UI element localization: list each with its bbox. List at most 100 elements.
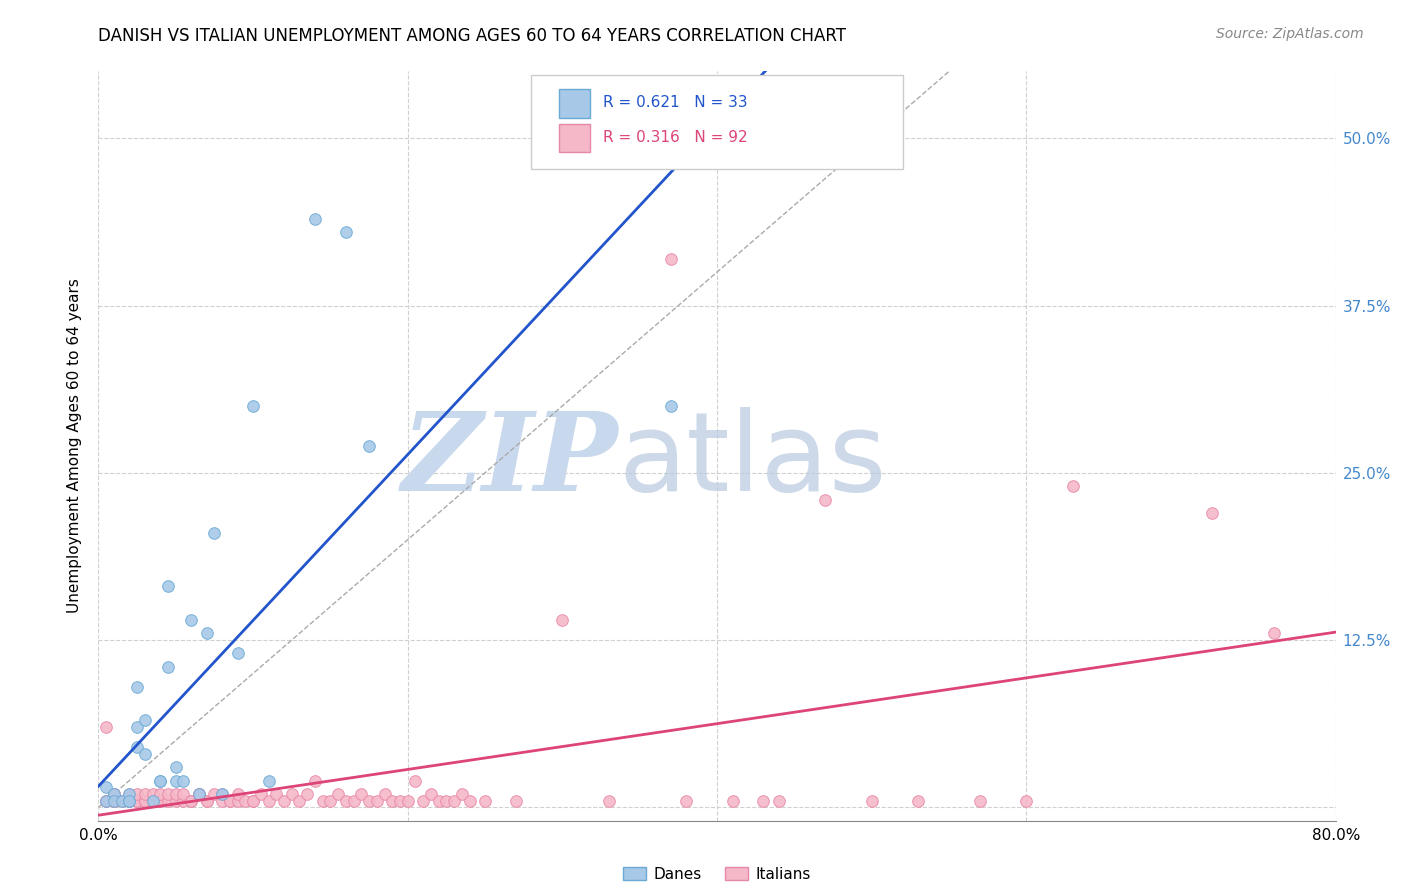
Text: ZIP: ZIP [402,408,619,515]
Point [111,794,134,808]
Point [242,794,264,808]
Point [396,794,419,808]
Point [474,794,496,808]
Point [436,794,458,808]
Point [118,787,141,801]
Point [173,794,195,808]
Point [226,646,249,660]
Point [180,794,202,808]
Point [149,787,172,801]
Point [505,794,527,808]
Point [195,626,218,640]
Text: atlas: atlas [619,408,887,515]
Point [326,787,350,801]
Point [659,252,682,266]
Point [343,794,366,808]
Text: R = 0.621   N = 33: R = 0.621 N = 33 [603,95,748,111]
Point [127,794,149,808]
Point [226,787,249,801]
Point [149,794,172,808]
Point [907,794,929,808]
Point [219,794,242,808]
Point [157,660,180,674]
Point [118,794,141,808]
Point [412,794,434,808]
Point [96,720,118,734]
Point [157,787,180,801]
Point [969,794,991,808]
Point [659,399,682,413]
Point [142,794,165,808]
Y-axis label: Unemployment Among Ages 60 to 64 years: Unemployment Among Ages 60 to 64 years [67,278,83,614]
Point [443,794,465,808]
Point [165,773,187,788]
Point [127,787,149,801]
Point [127,680,149,694]
Point [118,794,141,808]
FancyBboxPatch shape [531,75,903,169]
Point [96,794,118,808]
Point [165,794,187,808]
Point [219,794,242,808]
Point [427,794,450,808]
Point [103,787,125,801]
Point [118,794,141,808]
Point [180,794,202,808]
Point [195,794,218,808]
Point [1201,506,1223,520]
Point [204,787,226,801]
Point [134,794,156,808]
Point [419,787,441,801]
Point [304,211,326,226]
Point [134,787,156,801]
Point [450,787,472,801]
Point [134,714,156,728]
Point [814,492,837,507]
Point [165,760,187,774]
Point [103,787,125,801]
Point [111,794,134,808]
Point [357,439,380,453]
Point [374,787,396,801]
Point [96,780,118,795]
Point [173,787,195,801]
Text: Source: ZipAtlas.com: Source: ZipAtlas.com [1216,27,1364,41]
Point [319,794,342,808]
Point [103,794,125,808]
Point [96,794,118,808]
Point [381,794,404,808]
Point [188,787,211,801]
Point [598,794,620,808]
Point [103,794,125,808]
Point [242,794,264,808]
Point [288,794,311,808]
Point [149,773,172,788]
Point [335,794,357,808]
Point [304,773,326,788]
Legend: Danes, Italians: Danes, Italians [617,861,817,888]
Point [127,720,149,734]
Point [211,794,233,808]
Point [1015,794,1038,808]
Point [180,613,202,627]
Point [96,794,118,808]
Point [242,399,264,413]
Point [134,794,156,808]
Point [235,794,257,808]
Point [273,794,295,808]
Point [388,794,412,808]
Point [103,794,125,808]
Point [257,794,280,808]
Point [118,794,141,808]
Point [405,773,427,788]
Point [1062,479,1084,493]
Point [149,773,172,788]
Point [127,740,149,755]
FancyBboxPatch shape [558,124,589,153]
Point [335,225,357,239]
Point [157,794,180,808]
Point [312,794,335,808]
Point [297,787,319,801]
Point [226,794,249,808]
Point [266,787,288,801]
